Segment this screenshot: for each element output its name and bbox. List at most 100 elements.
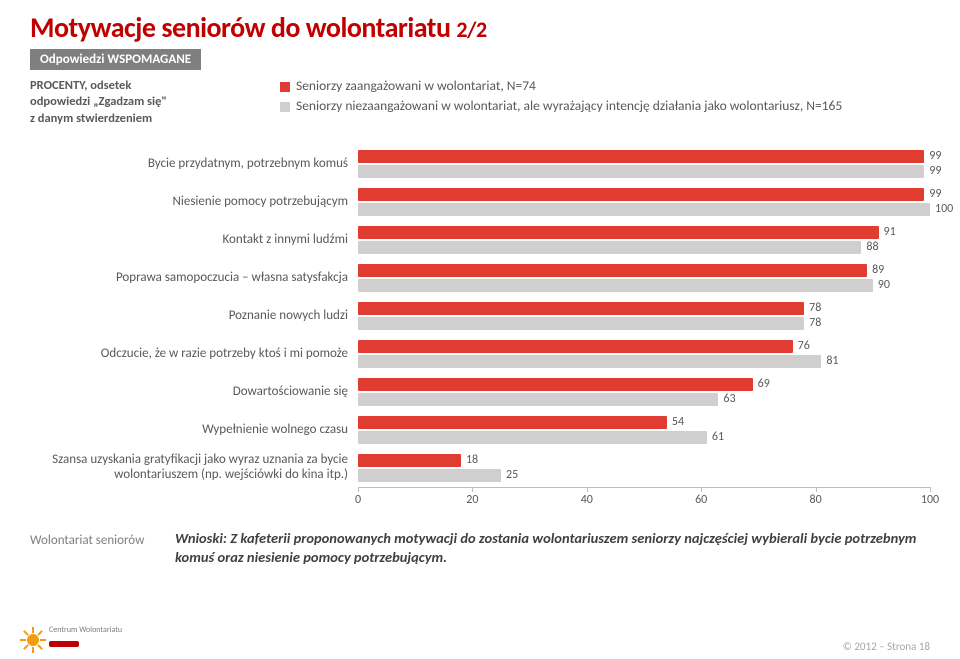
header-line: odpowiedzi „Zgadzam się" (30, 94, 250, 110)
bar-value-label: 25 (501, 468, 518, 482)
bar-series-unengaged (358, 355, 821, 368)
bar-wrap: 78 (358, 317, 930, 330)
bar-value-label: 78 (804, 301, 821, 315)
category-bars: 7878 (358, 297, 930, 335)
chart-category-row: Kontakt z innymi ludźmi9188 (30, 221, 930, 259)
bar-value-label: 63 (718, 392, 735, 406)
footer-logo: Centrum Wolontariatu (20, 626, 122, 653)
legend-swatch-unengaged (280, 102, 290, 112)
bar-value-label: 78 (804, 316, 821, 330)
bar-series-unengaged (358, 279, 873, 292)
bar-series-unengaged (358, 431, 707, 444)
category-bars: 69 63 (358, 373, 930, 411)
bar-wrap: 69 (358, 378, 930, 391)
category-bars: 5461 (358, 411, 930, 449)
bar-series-unengaged (358, 393, 718, 406)
bar-series-engaged (358, 150, 924, 163)
bar-value-label: 90 (873, 278, 890, 292)
chart-rows-container: Bycie przydatnym, potrzebnym komuś9999Ni… (30, 145, 930, 487)
bar-wrap: 89 (358, 264, 930, 277)
page-title: Motywacje seniorów do wolontariatu 2/2 (30, 10, 930, 45)
x-axis: 020406080100 (358, 487, 930, 488)
bar-value-label: 99 (924, 187, 941, 201)
category-label: Bycie przydatnym, potrzebnym komuś (30, 157, 358, 171)
x-tick (816, 487, 817, 492)
bar-value-label: 69 (753, 377, 770, 391)
category-label: Odczucie, że w razie potrzeby ktoś i mi … (30, 347, 358, 361)
chart-category-row: Wypełnienie wolnego czasu5461 (30, 411, 930, 449)
bar-wrap: 100 (358, 203, 930, 216)
legend: Seniorzy zaangażowani w wolontariat, N=7… (250, 78, 930, 118)
x-tick-label: 20 (466, 493, 478, 507)
category-label: Poznanie nowych ludzi (30, 309, 358, 323)
bar-value-label: 18 (461, 453, 478, 467)
bar-series-engaged (358, 416, 667, 429)
bar-value-label: 100 (930, 202, 953, 216)
bar-wrap: 90 (358, 279, 930, 292)
chart-category-row: Szansa uzyskania gratyfikacji jako wyraz… (30, 449, 930, 487)
bar-wrap: 76 (358, 340, 930, 353)
category-label: Kontakt z innymi ludźmi (30, 233, 358, 247)
legend-swatch-engaged (280, 82, 290, 92)
bar-wrap: 99 (358, 150, 930, 163)
chart-category-row: Dowartościowanie się6963 (30, 373, 930, 411)
bar-wrap: 63 (358, 393, 930, 406)
x-tick-label: 40 (581, 493, 593, 507)
bar-series-unengaged (358, 469, 501, 482)
bar-wrap: 25 (358, 469, 930, 482)
x-tick-label: 60 (695, 493, 707, 507)
conclusion-row: Wolontariat seniorów Wnioski: Z kafeteri… (30, 529, 930, 567)
page-footer: © 2012 – Strona 18 (843, 640, 930, 653)
motivations-bar-chart: Bycie przydatnym, potrzebnym komuś9999Ni… (30, 145, 930, 511)
bar-series-engaged (358, 226, 879, 239)
bar-series-engaged (358, 340, 793, 353)
bar-value-label: 61 (707, 430, 724, 444)
x-tick (701, 487, 702, 492)
category-label: Poprawa samopoczucia – własna satysfakcj… (30, 271, 358, 285)
header-line: z danym stwierdzeniem (30, 111, 250, 127)
title-main: Motywacje seniorów do wolontariatu (30, 10, 456, 45)
chart-category-row: Bycie przydatnym, potrzebnym komuś9999 (30, 145, 930, 183)
bar-series-unengaged (358, 165, 924, 178)
category-bars: 1825 (358, 449, 930, 487)
title-fraction: 2/2 (456, 16, 486, 43)
x-tick (358, 487, 359, 492)
x-tick-label: 80 (810, 493, 822, 507)
bar-series-unengaged (358, 203, 930, 216)
x-tick (587, 487, 588, 492)
logo-text: Centrum Wolontariatu (49, 626, 122, 634)
header-description: PROCENTY, odsetek odpowiedzi „Zgadzam si… (30, 78, 250, 127)
bar-value-label: 76 (793, 339, 810, 353)
legend-item-engaged: Seniorzy zaangażowani w wolontariat, N=7… (280, 78, 930, 95)
category-bars: 9999 (358, 145, 930, 183)
sun-icon (20, 627, 46, 653)
category-bars: 7681 (358, 335, 930, 373)
bar-series-engaged (358, 188, 924, 201)
bar-value-label: 99 (924, 149, 941, 163)
bar-value-label: 88 (861, 240, 878, 254)
chart-category-row: Poznanie nowych ludzi7878 (30, 297, 930, 335)
category-label: Wypełnienie wolnego czasu (30, 423, 358, 437)
legend-label: Seniorzy zaangażowani w wolontariat, N=7… (296, 78, 536, 95)
legend-item-unengaged: Seniorzy niezaangażowani w wolontariat, … (280, 98, 930, 115)
bar-value-label: 91 (879, 225, 896, 239)
x-axis-line (358, 487, 930, 488)
category-label: Szansa uzyskania gratyfikacji jako wyraz… (30, 453, 358, 482)
category-bars: 8990 (358, 259, 930, 297)
category-bars: 99100 (358, 183, 930, 221)
category-label: Niesienie pomocy potrzebującym (30, 195, 358, 209)
x-tick-label: 100 (921, 493, 939, 507)
x-tick (472, 487, 473, 492)
bar-value-label: 99 (924, 164, 941, 178)
x-tick (930, 487, 931, 492)
category-bars: 9188 (358, 221, 930, 259)
bar-series-engaged (358, 264, 867, 277)
bar-wrap: 78 (358, 302, 930, 315)
bar-series-engaged (358, 302, 804, 315)
assisted-answers-badge: Odpowiedzi WSPOMAGANE (30, 49, 201, 70)
bar-wrap: 81 (358, 355, 930, 368)
x-tick-label: 0 (355, 493, 361, 507)
bar-series-engaged (358, 378, 753, 391)
chart-category-row: Niesienie pomocy potrzebującym99100 (30, 183, 930, 221)
chart-category-row: Odczucie, że w razie potrzeby ktoś i mi … (30, 335, 930, 373)
